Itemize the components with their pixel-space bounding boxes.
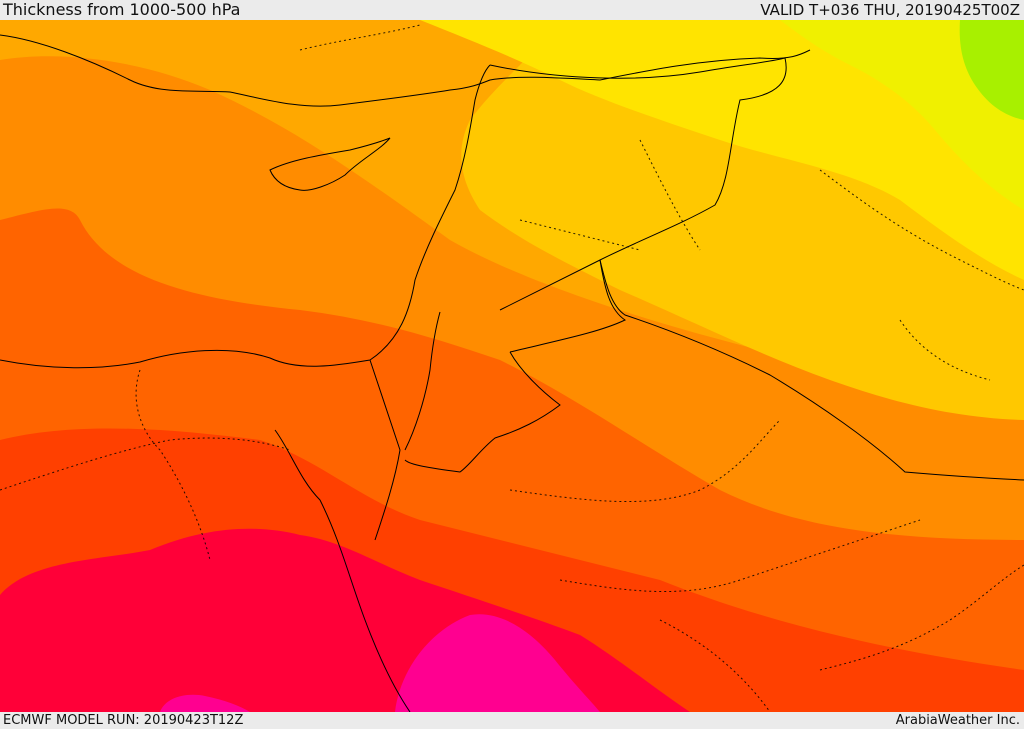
- band-magenta-small: [160, 694, 250, 712]
- province-line-7: [899, 319, 991, 381]
- band-yellow: [420, 20, 1024, 280]
- model-run: ECMWF MODEL RUN: 20190423T12Z: [3, 713, 244, 728]
- border-syria-iraq: [489, 57, 787, 311]
- province-line-2: [135, 369, 211, 561]
- coastline-north-africa: [0, 64, 491, 369]
- province-line-5: [639, 139, 701, 251]
- coastline-anatolia: [0, 34, 811, 107]
- brand-credit: ArabiaWeather Inc.: [895, 713, 1020, 728]
- province-line-3: [509, 419, 781, 503]
- country-borders: [0, 34, 1024, 712]
- gulf-aqaba: [404, 311, 441, 451]
- valid-time: VALID T+036 THU, 20190425T00Z: [760, 1, 1020, 19]
- province-line-4: [559, 519, 921, 593]
- band-magenta: [395, 614, 600, 712]
- cyprus: [269, 137, 391, 191]
- footer-bar: ECMWF MODEL RUN: 20190423T12Z ArabiaWeat…: [0, 712, 1024, 729]
- province-line-11: [519, 219, 641, 251]
- thickness-map: [0, 20, 1024, 712]
- border-jordan-saudi: [509, 259, 627, 353]
- header-bar: Thickness from 1000-500 hPa VALID T+036 …: [0, 0, 1024, 20]
- map-title: Thickness from 1000-500 hPa: [3, 0, 241, 19]
- province-line-8: [659, 619, 771, 712]
- border-jordan-saudi-south: [404, 351, 561, 473]
- border-iraq-saudi: [599, 259, 1024, 481]
- province-line-10: [299, 24, 421, 51]
- band-light-yellow: [780, 20, 1024, 210]
- province-line-6: [819, 169, 1024, 291]
- province-borders: [0, 24, 1024, 712]
- band-green: [959, 20, 1024, 120]
- red-sea-gulf: [274, 429, 411, 712]
- border-egypt-israel: [369, 359, 401, 541]
